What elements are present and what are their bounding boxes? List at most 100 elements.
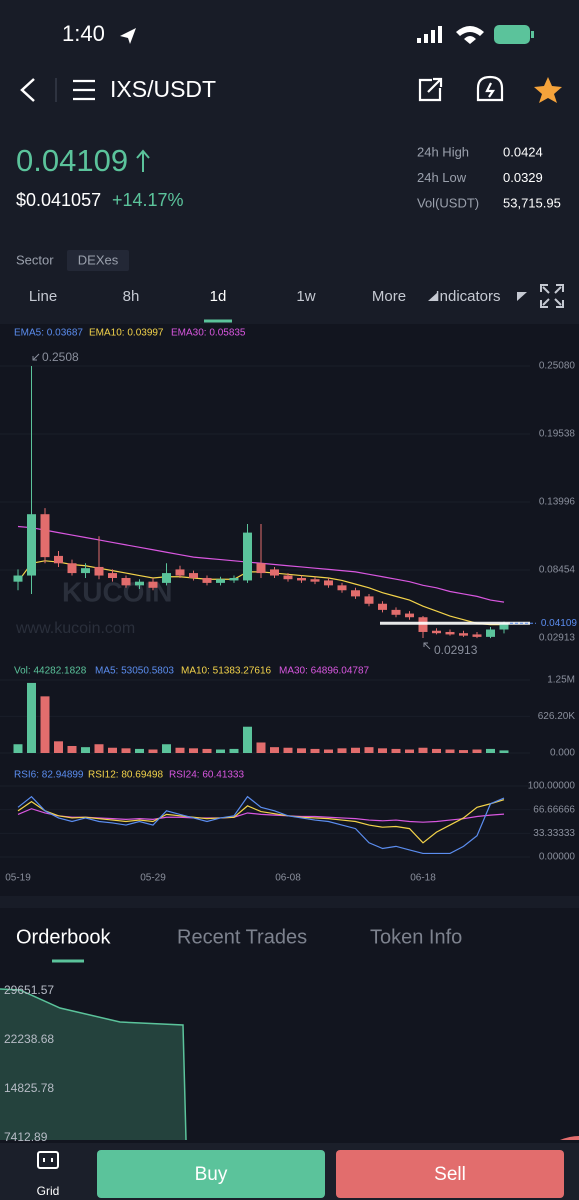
menu-icon[interactable] (73, 79, 95, 101)
price-tick-label: 0.19538 (539, 429, 576, 440)
watermark: KUCOIN (62, 576, 172, 607)
volume-bar (486, 748, 495, 753)
watermark-url: www.kucoin.com (15, 620, 135, 637)
min-annotation: 0.02913 (434, 643, 478, 657)
sector-label: Sector (16, 252, 54, 267)
indicator-legend: RSI6: 82.94899 (14, 770, 84, 781)
price-change: +14.17% (112, 190, 184, 210)
volume-bar (40, 696, 50, 753)
share-icon[interactable] (418, 77, 443, 102)
interval-tab[interactable]: Line (29, 288, 57, 305)
rsi12-line (17, 799, 505, 844)
depth-tick-label: 22238.68 (4, 1032, 54, 1046)
candle-body (81, 568, 90, 574)
volume-bar (256, 742, 266, 753)
last-price: 0.04109 (16, 143, 128, 178)
candle-body (459, 633, 468, 636)
volume-bar (499, 750, 509, 753)
volume-bar (54, 741, 63, 753)
candle-body (189, 573, 198, 578)
grid-icon[interactable] (37, 1151, 59, 1169)
candle-body (27, 514, 36, 576)
sell-label[interactable]: Sell (434, 1164, 466, 1185)
indicators-caret (517, 292, 527, 301)
candle-body (337, 585, 347, 591)
candle-body (243, 532, 252, 581)
candle-body (67, 563, 77, 574)
favorite-star[interactable] (534, 77, 562, 103)
fullscreen-icon[interactable] (540, 284, 564, 308)
indicator-legend: MA30: 64896.04787 (279, 666, 370, 677)
indicators-button[interactable]: Indicators (435, 288, 500, 305)
volume-bar (67, 745, 77, 753)
candle-body (94, 566, 104, 576)
volume-bar (135, 748, 144, 753)
candle-body (162, 573, 171, 583)
battery-tip (531, 31, 534, 38)
rsi-tick-label: 33.33333 (533, 828, 575, 839)
candle-body (472, 634, 482, 637)
buy-label[interactable]: Buy (195, 1164, 228, 1185)
usd-price: $0.041057 (16, 190, 101, 210)
pair-title[interactable]: IXS/USDT (110, 76, 216, 102)
rsi6-line (17, 795, 505, 855)
buy-button[interactable] (97, 1150, 325, 1198)
depth-tick-label: 14825.78 (4, 1081, 54, 1095)
depth-tick-label: 7412.89 (4, 1130, 48, 1144)
date-label: 05-19 (5, 873, 31, 884)
chart-panel (0, 324, 579, 896)
volume-bar (459, 750, 468, 753)
volume-tick-label: 0.000 (550, 748, 575, 759)
volume-bar (432, 748, 441, 753)
interval-tab[interactable]: 1w (296, 288, 315, 305)
price-tick-label: 0.13996 (539, 497, 576, 508)
candle-body (432, 630, 441, 634)
candle-body (283, 575, 293, 580)
volume-bar (364, 747, 374, 753)
volume-bar (243, 726, 252, 753)
candle-body (405, 613, 414, 618)
stat-value: 53,715.95 (503, 195, 561, 210)
volume-bar (472, 749, 482, 753)
candle-body (175, 569, 185, 576)
candle-body (378, 603, 387, 610)
volume-bar (202, 748, 212, 753)
sector-value[interactable]: DEXes (78, 252, 119, 267)
interval-tab[interactable]: More (372, 288, 406, 305)
volume-bar (283, 747, 293, 753)
sell-button[interactable] (336, 1150, 564, 1198)
interval-tab[interactable]: 8h (123, 288, 140, 305)
volume-tick-label: 1.25M (547, 675, 575, 686)
back-button[interactable] (20, 78, 35, 102)
candle-body (486, 629, 495, 637)
candle-body (364, 596, 374, 604)
volume-bar (148, 749, 158, 753)
volume-bar (418, 747, 428, 753)
sector-chip[interactable] (67, 250, 129, 271)
candle-body (121, 577, 131, 586)
volume-bar (391, 748, 401, 753)
volume-tick-label: 626.20K (538, 711, 576, 722)
section-tab[interactable]: Recent Trades (177, 926, 307, 948)
stat-label: Vol(USDT) (417, 195, 479, 210)
indicator-legend: EMA5: 0.03687 (14, 328, 83, 339)
volume-bar (445, 749, 455, 753)
section-tab[interactable]: Orderbook (16, 926, 111, 948)
candle-body (148, 581, 158, 588)
price-tick-label: 0.25080 (539, 361, 576, 372)
alert-icon[interactable] (476, 75, 504, 102)
ask-depth (560, 1136, 579, 1140)
volume-bar (175, 747, 185, 753)
section-tab[interactable]: Token Info (370, 926, 462, 948)
grid-label[interactable]: Grid (37, 1184, 60, 1198)
depth-tick-label: 29651.57 (4, 983, 54, 997)
indicator-legend: EMA10: 0.03997 (89, 328, 164, 339)
stat-label: 24h Low (417, 170, 467, 185)
candle-body (351, 590, 360, 597)
interval-tab[interactable]: 1d (210, 288, 227, 305)
candle-body (40, 514, 50, 558)
volume-bar (270, 747, 279, 753)
indicator-legend: RSI24: 60.41333 (169, 770, 244, 781)
min-arrow (423, 642, 431, 650)
